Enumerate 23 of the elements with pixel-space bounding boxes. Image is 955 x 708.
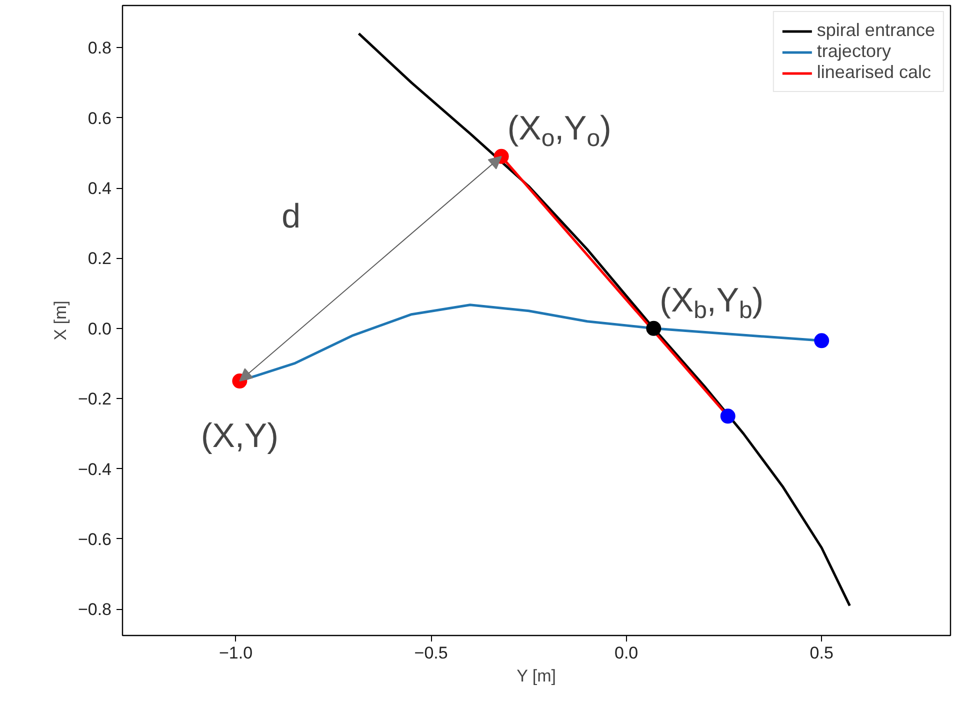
point — [814, 333, 830, 348]
y-tick-label: −0.8 — [78, 600, 112, 620]
annotation: d — [282, 198, 301, 236]
point — [720, 408, 736, 424]
y-tick-label: 0.4 — [88, 179, 112, 198]
legend-label: linearised calc — [816, 62, 931, 83]
x-axis-title: Y [m] — [516, 666, 556, 686]
y-tick-label: 0.2 — [88, 249, 112, 268]
y-tick-label: 0.8 — [88, 38, 112, 58]
legend-label: trajectory — [816, 41, 891, 62]
x-tick-label: −1.0 — [218, 644, 253, 662]
y-tick-label: 0.0 — [88, 319, 112, 338]
x-tick-label: 0.5 — [810, 644, 834, 662]
y-axis-title: X [m] — [50, 300, 70, 340]
y-tick-label: −0.2 — [78, 390, 112, 409]
x-tick-label: −0.5 — [414, 644, 448, 662]
y-tick-label: −0.6 — [78, 530, 112, 549]
legend-label: spiral entrance — [816, 20, 935, 41]
y-tick-label: 0.6 — [88, 108, 112, 128]
point — [646, 320, 662, 336]
y-tick-label: −0.4 — [78, 460, 112, 479]
x-tick-label: 0.0 — [614, 644, 638, 662]
annotation: (X,Y) — [200, 417, 278, 456]
